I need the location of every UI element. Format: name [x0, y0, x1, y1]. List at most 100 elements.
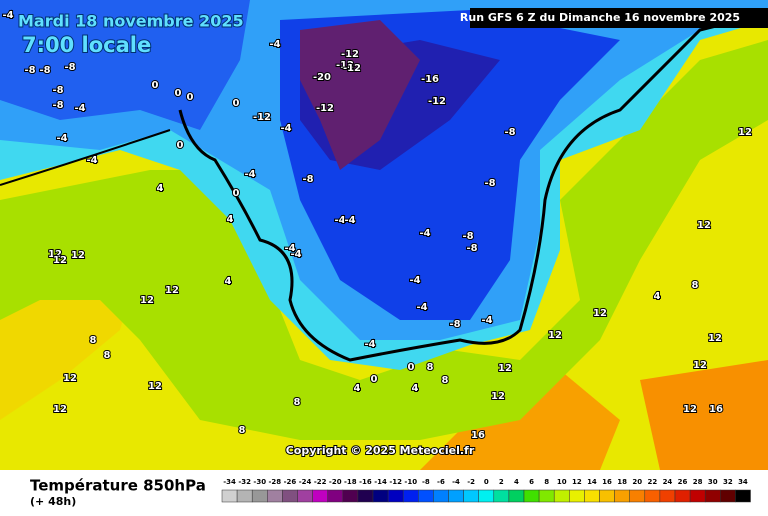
run-info: Run GFS 6 Z du Dimanche 16 novembre 2025	[460, 11, 740, 24]
contour-label: 12	[53, 255, 67, 266]
contour-label: 12	[693, 360, 707, 371]
contour-label: 8	[294, 397, 301, 408]
contour-label: -8	[449, 319, 460, 330]
scale-swatch	[553, 489, 570, 503]
scale-swatch	[599, 489, 615, 503]
scale-swatch	[418, 489, 434, 503]
scale-swatch	[644, 489, 661, 503]
scale-label: -12	[389, 478, 402, 486]
scale-label: 16	[602, 478, 612, 486]
contour-label: 8	[442, 375, 449, 386]
scale-swatch	[720, 489, 736, 503]
contour-label: -4	[2, 10, 13, 21]
contour-label: -12	[341, 49, 359, 60]
contour-label: -8	[504, 127, 515, 138]
map-date: Mardi 18 novembre 2025	[18, 12, 244, 31]
scale-swatch	[689, 489, 706, 503]
scale-label: 8	[544, 478, 549, 486]
contour-label: 12	[48, 249, 62, 260]
scale-label: 4	[514, 478, 519, 486]
scale-swatch	[448, 489, 464, 503]
contour-label: -8	[39, 65, 50, 76]
contour-label: 0	[187, 92, 194, 103]
contour-label: 0	[175, 88, 182, 99]
scale-label: 14	[587, 478, 597, 486]
contour-label: -8	[302, 174, 313, 185]
scale-label: 20	[632, 478, 642, 486]
scale-label: 24	[663, 478, 673, 486]
scale-label: -22	[314, 478, 327, 486]
scale-swatch	[236, 489, 253, 503]
contour-label: -20	[313, 72, 331, 83]
contour-label: -4	[86, 155, 97, 166]
scale-label: -28	[269, 478, 282, 486]
scale-label: 26	[678, 478, 688, 486]
contour-label: -12	[336, 60, 354, 71]
contour-label: 12	[491, 391, 505, 402]
color-scale: -34 -32 -30 -28 -26 -24 -22 -20 -18 -16 -14 -12 -10-…	[221, 478, 751, 503]
contour-label: 12	[165, 285, 179, 296]
contour-label: 0	[371, 374, 378, 385]
contour-label: -12	[428, 96, 446, 107]
contour-label: -4	[409, 275, 420, 286]
contour-label: 0	[152, 80, 159, 91]
contour-label: 12	[738, 127, 752, 138]
contour-label: 8	[692, 280, 699, 291]
contour-label: -4	[284, 243, 295, 254]
scale-label: -6	[437, 478, 445, 486]
scale-swatch	[372, 489, 389, 503]
scale-label: 22	[647, 478, 657, 486]
scale-label: 12	[572, 478, 582, 486]
contour-label: -12	[316, 103, 334, 114]
contour-label: 12	[593, 308, 607, 319]
contour-label: 8	[90, 335, 97, 346]
contour-label: -4	[290, 249, 301, 260]
contour-label: 12	[683, 404, 697, 415]
contour-label: 12	[148, 381, 162, 392]
scale-label: -8	[422, 478, 430, 486]
contour-label: 12	[498, 363, 512, 374]
scale-swatch	[402, 489, 419, 503]
contour-label: -4	[56, 133, 67, 144]
scale-label: 28	[693, 478, 703, 486]
scale-label: 10	[557, 478, 567, 486]
contour-label: 4	[225, 276, 232, 287]
contour-label: 8	[427, 362, 434, 373]
contour-label: 12	[63, 373, 77, 384]
contour-label: -12	[253, 112, 271, 123]
contour-label: -8	[466, 243, 477, 254]
scale-swatch	[267, 489, 283, 503]
scale-swatch	[674, 489, 691, 503]
scale-label: 34	[738, 478, 748, 486]
scale-swatch	[221, 489, 238, 503]
scale-swatch	[614, 489, 630, 503]
scale-label: -30	[253, 478, 266, 486]
contour-label: -12	[343, 63, 361, 74]
scale-swatch	[569, 489, 585, 503]
scale-swatch	[342, 489, 359, 503]
contour-label: 0	[233, 188, 240, 199]
contour-label: 12	[140, 295, 154, 306]
contour-label: -4	[419, 228, 430, 239]
scale-swatch	[538, 489, 555, 503]
contour-label: 4	[227, 214, 234, 225]
scale-swatch	[251, 489, 268, 503]
contour-label: -4	[244, 169, 255, 180]
scale-swatch	[297, 489, 313, 503]
contour-label: -8	[64, 62, 75, 73]
scale-swatch	[735, 489, 751, 503]
field-title: Température 850hPa	[30, 477, 206, 495]
copyright: Copyright © 2025 Meteociel.fr	[286, 444, 475, 457]
contour-label: -8	[52, 100, 63, 111]
contour-label: -8	[24, 65, 35, 76]
contour-label: 12	[697, 220, 711, 231]
contour-label: -8	[484, 178, 495, 189]
scale-swatch	[584, 489, 600, 503]
scale-swatch	[508, 489, 525, 503]
scale-swatch	[629, 489, 646, 503]
scale-swatch	[659, 489, 676, 503]
scale-swatch	[523, 489, 540, 503]
contour-label: 4	[654, 291, 661, 302]
scale-label: 18	[617, 478, 627, 486]
scale-label: -4	[452, 478, 460, 486]
